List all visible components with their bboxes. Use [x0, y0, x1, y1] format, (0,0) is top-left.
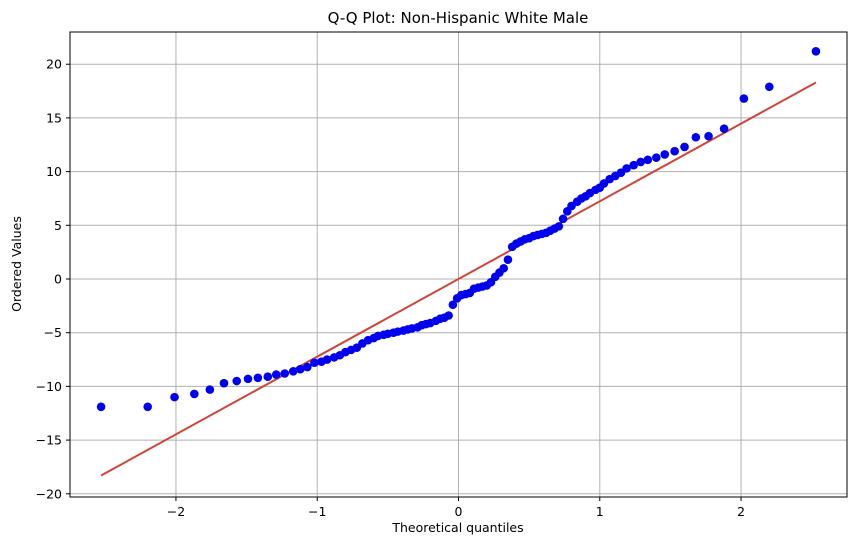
y-tick-label: −15 [36, 433, 62, 448]
data-point [503, 255, 513, 264]
y-tick-label: −20 [36, 486, 62, 501]
data-points-layer [96, 47, 821, 412]
data-point [680, 142, 689, 152]
data-point [629, 160, 638, 170]
data-point [322, 355, 332, 364]
chart-title: Q-Q Plot: Non-Hispanic White Male [328, 9, 589, 27]
data-point [704, 131, 713, 141]
x-tick-label: 1 [596, 504, 604, 519]
data-point [739, 94, 749, 103]
data-point [303, 362, 312, 372]
data-point [271, 370, 281, 379]
x-axis-label: Theoretical quantiles [391, 520, 523, 535]
data-point [170, 392, 179, 402]
y-axis-label: Ordered Values [9, 216, 24, 312]
data-point [554, 222, 564, 231]
data-point [219, 378, 229, 388]
data-point [253, 373, 263, 383]
data-point [190, 389, 199, 399]
data-point [622, 164, 631, 173]
data-point [670, 146, 679, 156]
data-point [310, 358, 319, 368]
data-point [765, 82, 774, 92]
data-point [719, 124, 729, 133]
y-tick-label: −10 [36, 379, 62, 394]
data-point [651, 153, 661, 162]
y-axis-ticks: −20 −15 −10 −5 0 5 10 15 20 [36, 57, 70, 501]
data-point [811, 47, 821, 56]
x-tick-label: 2 [737, 504, 745, 519]
x-gridlines [175, 32, 742, 497]
data-point [499, 263, 509, 273]
fit-line-layer [100, 81, 817, 477]
data-point [288, 367, 298, 376]
y-gridlines [70, 63, 847, 495]
x-axis-ticks: −2 −1 0 1 2 [167, 497, 745, 519]
data-point [280, 369, 290, 378]
data-point [232, 376, 242, 386]
data-point [96, 402, 106, 412]
y-tick-label: 20 [46, 57, 62, 72]
data-point [295, 364, 305, 374]
data-point [263, 372, 273, 382]
y-tick-label: −5 [44, 325, 62, 340]
x-tick-label: −2 [167, 504, 185, 519]
data-point [444, 311, 453, 320]
data-point [448, 300, 458, 310]
x-tick-label: 0 [455, 504, 463, 519]
y-tick-label: 5 [54, 218, 62, 233]
y-tick-label: 10 [46, 164, 62, 179]
data-point [205, 385, 215, 394]
data-point [643, 155, 653, 165]
data-point [558, 214, 568, 224]
data-point [691, 132, 701, 142]
x-tick-label: −1 [308, 504, 326, 519]
y-tick-label: 15 [46, 110, 62, 125]
data-point [660, 150, 670, 159]
data-point [143, 402, 152, 412]
data-point [243, 374, 253, 384]
fit-line [100, 81, 817, 477]
y-tick-label: 0 [54, 271, 62, 286]
data-point [636, 157, 646, 167]
